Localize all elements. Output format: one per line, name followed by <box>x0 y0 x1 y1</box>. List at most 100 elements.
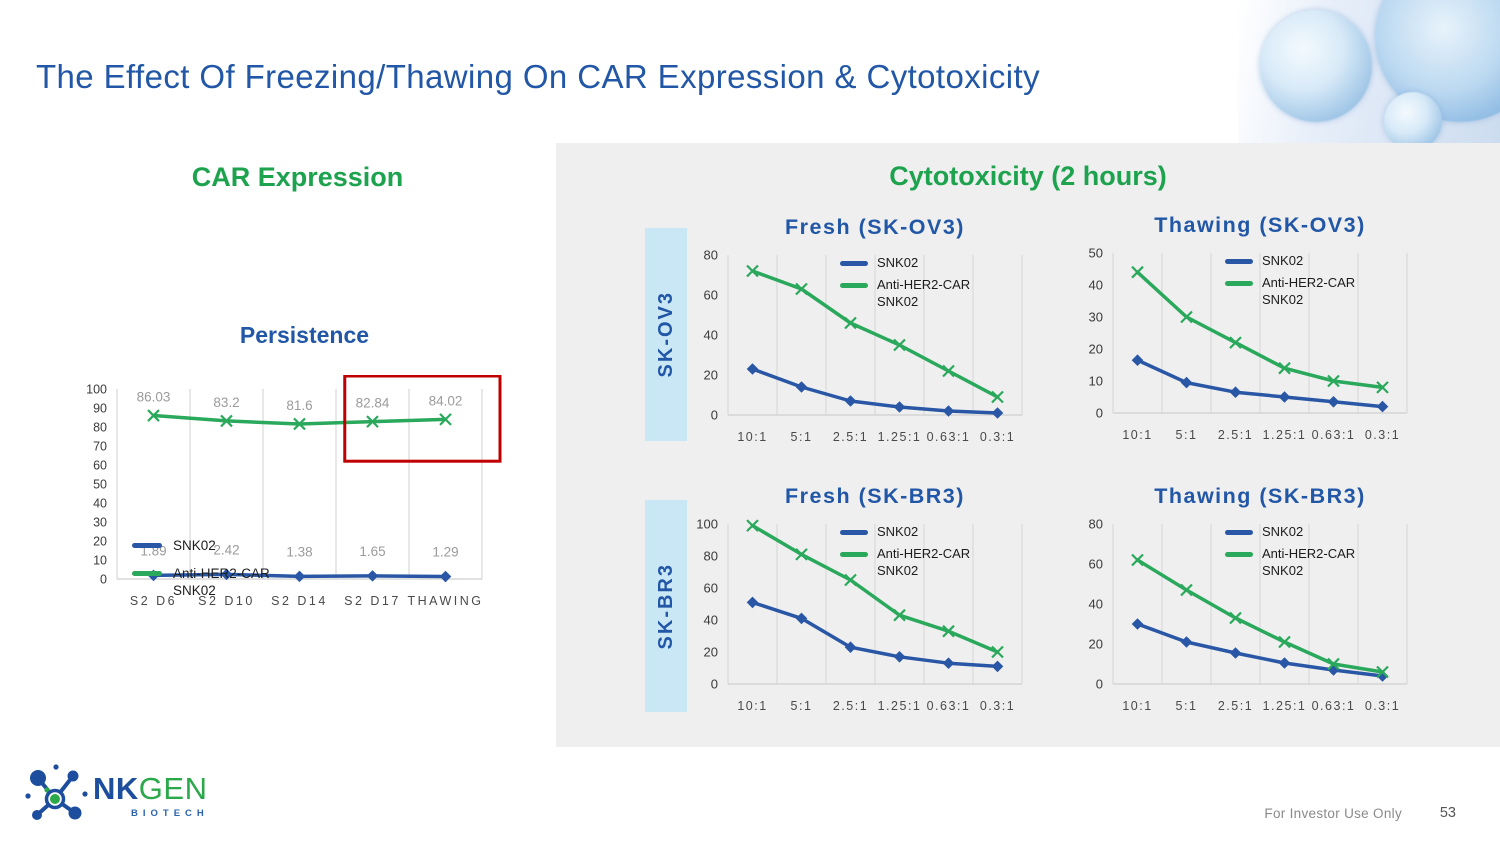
y-tick-label: 100 <box>86 383 107 397</box>
legend-label: Anti-HER2-CAR SNK02 <box>1262 546 1355 580</box>
legend-label-line2: SNK02 <box>877 562 919 578</box>
point-label: 82.84 <box>356 396 390 411</box>
x-tick-label: 2.5:1 <box>833 699 868 713</box>
x-tick-label: 1.25:1 <box>1263 428 1307 442</box>
diamond-marker-icon <box>439 570 452 583</box>
x-marker-icon <box>942 624 955 638</box>
x-tick-label: 10:1 <box>737 699 767 713</box>
series-line-Anti-HER2-CAR-SNK02 <box>1135 558 1385 674</box>
legend-label: Anti-HER2-CAR SNK02 <box>1262 275 1355 309</box>
y-tick-label: 50 <box>93 478 107 492</box>
snk02-line-swatch-icon <box>840 530 868 535</box>
x-marker-icon <box>795 548 808 561</box>
car-expression-heading: CAR Expression <box>191 162 404 192</box>
legend-label: SNK02 <box>173 538 216 553</box>
x-marker-icon <box>746 264 759 278</box>
diamond-marker-icon <box>991 407 1004 419</box>
nk-cells-decoration-image <box>1238 0 1500 146</box>
x-marker-icon <box>844 573 857 587</box>
fresh_sk_ov3-svg: 0 20 40 60 80 10:1 5:1 2.5:1 1.25:1 0.63:1 0.3:1 <box>704 248 1023 444</box>
diamond-marker-icon <box>991 660 1004 673</box>
freeze-thaw-highlight-box <box>343 374 502 463</box>
y-tick-label: 20 <box>704 645 718 660</box>
point-label: 81.6 <box>286 398 312 413</box>
x-tick-label: 1.25:1 <box>878 430 922 444</box>
point-label: 1.29 <box>432 545 458 560</box>
x-tick-label: S2 D17 <box>344 594 401 608</box>
x-tick-label: 2.5:1 <box>1218 699 1253 713</box>
y-tick-label: 10 <box>1089 374 1103 389</box>
diamond-marker-icon <box>1376 670 1389 682</box>
diamond-marker-icon <box>1131 354 1144 366</box>
x-marker-icon <box>1327 374 1340 388</box>
y-tick-label: 30 <box>1089 310 1103 325</box>
x-marker-icon <box>795 282 808 296</box>
chart-legend: SNK02 Anti-HER2-CAR SNK02 <box>840 255 970 311</box>
thawing-sk-br3-chart-block: Thawing (SK-BR3) 0 20 40 60 80 10:1 5:1 2.5:1 1.… <box>1065 484 1415 734</box>
x-tick-label: 5:1 <box>1176 699 1198 713</box>
y-tick-label: 30 <box>93 516 107 530</box>
persistence-legend: SNK02 Anti-HER2-CAR SNK02 <box>132 537 270 600</box>
x-tick-label: 10:1 <box>1122 428 1152 442</box>
legend-entry-anti-her2-car: Anti-HER2-CAR SNK02 <box>1225 546 1355 580</box>
diamond-marker-icon <box>844 395 857 407</box>
thawing-sk-br3-chart: 0 20 40 60 80 10:1 5:1 2.5:1 1.25:1 0.63:1 0.3:1 <box>1065 514 1415 726</box>
y-tick-label: 0 <box>711 408 718 423</box>
series-line-SNK02 <box>1135 622 1385 678</box>
logo-gen-text: GEN <box>138 771 208 806</box>
diamond-marker-icon <box>1131 618 1144 630</box>
x-marker-icon <box>746 519 759 532</box>
thawing-sk-ov3-chart-block: Thawing (SK-OV3) 0 10 20 30 40 50 10:1 5:1 2.5:1… <box>1065 213 1415 463</box>
disclaimer-text: For Investor Use Only <box>1264 806 1402 821</box>
legend-entry-snk02: SNK02 <box>1225 524 1355 541</box>
legend-entry-anti-her2-car: Anti-HER2-CAR SNK02 <box>840 277 970 311</box>
legend-label-line2: SNK02 <box>173 583 216 599</box>
nkgen-biotech-logo: NKGEN BIOTECH <box>25 763 255 827</box>
legend-label: SNK02 <box>1262 253 1304 268</box>
sk-ov3-row-band: SK-OV3 <box>645 228 687 441</box>
legend-entry-snk02: SNK02 <box>840 524 970 541</box>
cytotoxicity-heading: Cytotoxicity (2 hours) <box>889 161 1167 191</box>
y-tick-label: 80 <box>704 549 718 564</box>
y-tick-label: 60 <box>704 288 718 303</box>
x-marker-icon <box>147 409 160 422</box>
x-marker-icon <box>293 417 306 431</box>
legend-label: Anti-HER2-CAR SNK02 <box>877 277 970 311</box>
diamond-marker-icon <box>1278 391 1291 403</box>
x-marker-icon <box>366 415 379 428</box>
thawing_sk_ov3-svg: 0 10 20 30 40 50 10:1 5:1 2.5:1 1.25:1 0.63:1 0.3:1 <box>1089 246 1408 442</box>
point-label: 2.42 <box>213 542 239 557</box>
x-tick-label: 5:1 <box>1176 428 1198 442</box>
legend-label: SNK02 <box>877 524 919 539</box>
x-tick-label: 1.25:1 <box>878 699 922 713</box>
y-tick-label: 20 <box>704 368 718 383</box>
y-tick-label: 40 <box>704 613 718 628</box>
fresh-sk-ov3-chart: 0 20 40 60 80 10:1 5:1 2.5:1 1.25:1 0.63:1 0.3:1 <box>680 245 1030 457</box>
diamond-marker-icon <box>293 570 306 583</box>
legend-label-line1: Anti-HER2-CAR <box>877 545 971 561</box>
legend-entry-snk02: SNK02 <box>132 537 270 555</box>
legend-label-line1: Anti-HER2-CAR <box>1262 274 1356 290</box>
snk02-line-swatch-icon <box>840 261 868 266</box>
y-tick-label: 40 <box>93 497 107 511</box>
x-marker-icon <box>1376 665 1389 679</box>
x-tick-label: 0.63:1 <box>927 699 971 713</box>
series-line-SNK02 <box>750 600 1000 669</box>
x-tick-label: S2 D10 <box>198 594 255 608</box>
y-tick-label: 0 <box>100 573 107 587</box>
persistence-chart-block: Persistence 0 10 20 30 40 50 60 70 80 90 100 S2 D6 S… <box>62 322 507 608</box>
page-number: 53 <box>1439 805 1456 821</box>
y-tick-label: 60 <box>1089 557 1103 572</box>
snk02-line-swatch-icon <box>132 543 162 548</box>
diamond-marker-icon <box>1278 657 1291 669</box>
diamond-marker-icon <box>893 401 906 413</box>
y-tick-label: 80 <box>93 421 107 435</box>
sk-br3-row-band: SK-BR3 <box>645 500 687 712</box>
y-tick-label: 80 <box>704 248 718 263</box>
x-marker-icon <box>1278 361 1291 375</box>
chart-legend: SNK02 Anti-HER2-CAR SNK02 <box>1225 253 1355 309</box>
y-tick-label: 20 <box>93 535 107 549</box>
x-marker-icon <box>1229 336 1242 349</box>
